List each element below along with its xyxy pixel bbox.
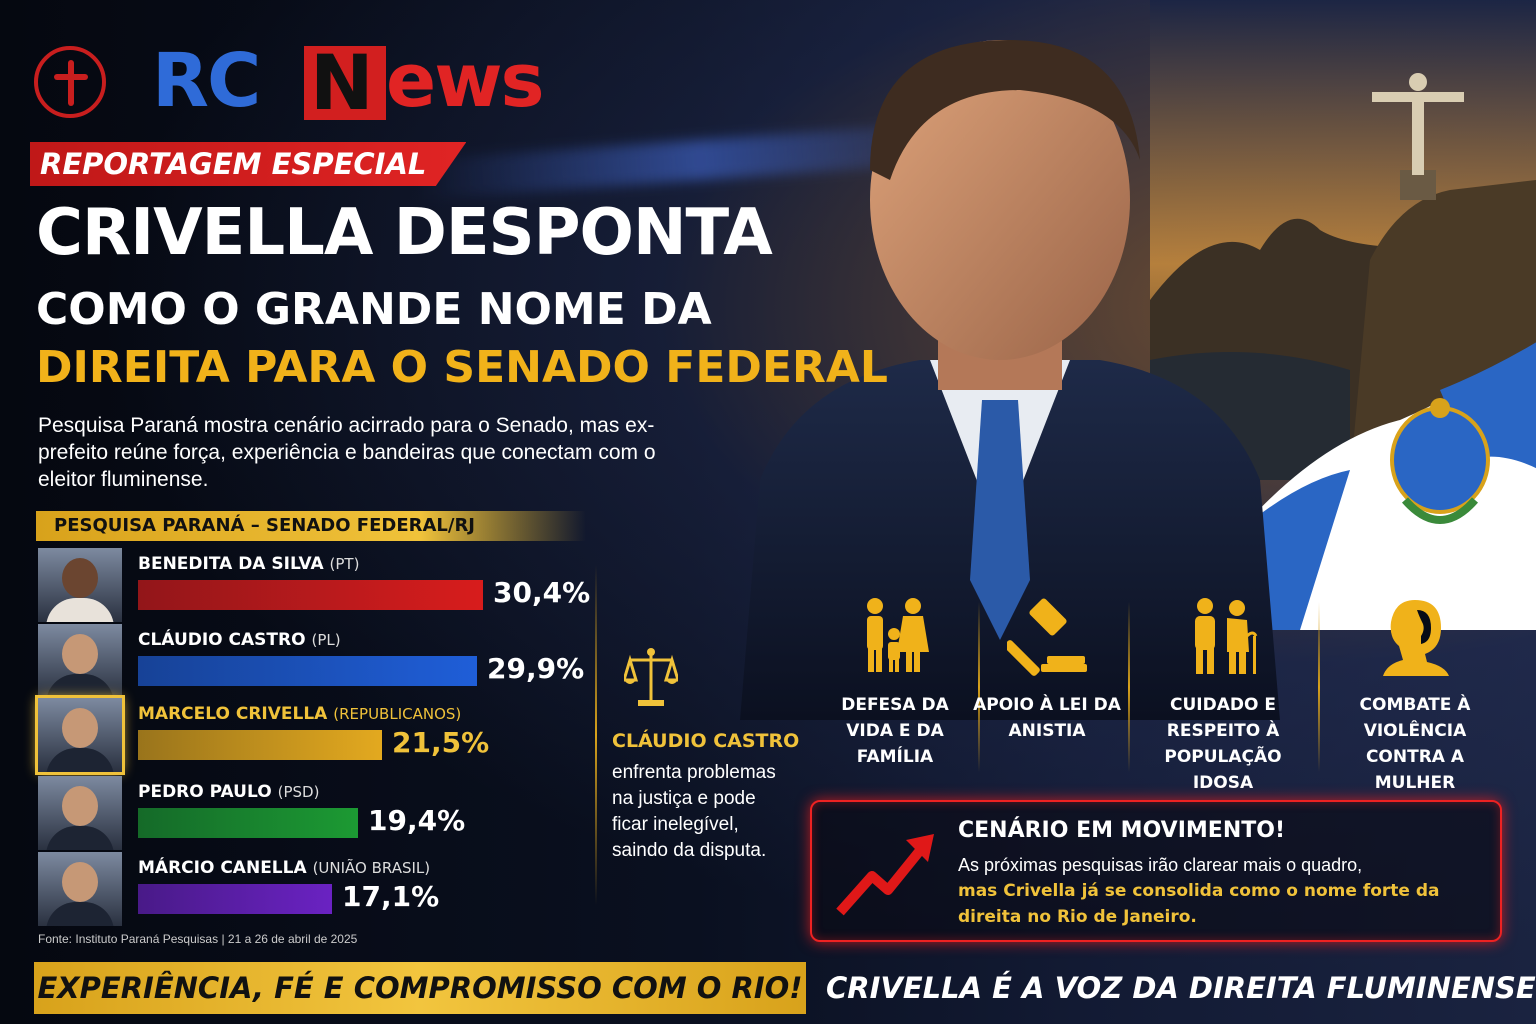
candidate-name: BENEDITA DA SILVA (PT) <box>138 554 359 574</box>
headline-line-2: COMO O GRANDE NOME DA <box>36 284 712 335</box>
cross-logo-icon <box>34 46 106 118</box>
rcnews-logo: RC N ews <box>34 38 594 128</box>
gavel-icon <box>1007 598 1087 676</box>
pillar-family: DEFESA DA VIDA E DA FAMÍLIA <box>820 596 970 776</box>
pillar-amnesty: APOIO À LEI DA ANISTIA <box>972 596 1122 776</box>
candidate-name-text: MÁRCIO CANELLA <box>138 858 307 878</box>
pillar-elderly: CUIDADO E RESPEITO À POPULAÇÃO IDOSA <box>1148 596 1298 793</box>
poll-bar <box>138 884 332 914</box>
pillar-label: COMBATE À VIOLÊNCIA CONTRA A MULHER <box>1359 695 1471 793</box>
poll-value-label: 19,4% <box>368 804 466 837</box>
candidate-photo <box>35 695 125 775</box>
special-report-tag: REPORTAGEM ESPECIAL <box>30 142 467 186</box>
poll-bar <box>138 656 477 686</box>
poll-row: PEDRO PAULO (PSD) 19,4% <box>38 776 598 852</box>
pillar-divider <box>1318 602 1320 772</box>
scenario-title: CENÁRIO EM MOVIMENTO! <box>958 818 1285 843</box>
candidate-name-text: CLÁUDIO CASTRO <box>138 630 306 650</box>
pillars: DEFESA DA VIDA E DA FAMÍLIA APOIO À LEI … <box>820 596 1510 793</box>
candidate-name-text: PEDRO PAULO <box>138 782 272 802</box>
poll-value-label: 30,4% <box>493 576 591 609</box>
poll-source: Fonte: Instituto Paraná Pesquisas | 21 a… <box>38 932 358 946</box>
rio-state-flag <box>1240 342 1536 630</box>
candidate-name: MÁRCIO CANELLA (UNIÃO BRASIL) <box>138 858 430 878</box>
candidate-name-text: BENEDITA DA SILVA <box>138 554 324 574</box>
rio-landscape <box>1150 0 1536 480</box>
poll-bar <box>138 730 382 760</box>
logo-n-box: N <box>304 38 386 127</box>
family-icon <box>867 598 929 672</box>
candidate-photo <box>38 852 122 926</box>
scenario-highlight: mas Crivella já se consolida como o nome… <box>958 881 1440 927</box>
scenario-body: As próximas pesquisas irão clarear mais … <box>958 855 1363 875</box>
candidate-party: (PL) <box>311 631 341 649</box>
candidate-name: CLÁUDIO CASTRO (PL) <box>138 630 341 650</box>
candidate-party: (UNIÃO BRASIL) <box>312 859 431 877</box>
scenario-box: CENÁRIO EM MOVIMENTO! As próximas pesqui… <box>810 800 1502 942</box>
headline-line-3: DIREITA PARA O SENADO FEDERAL <box>36 342 888 393</box>
poll-value-label: 29,9% <box>487 652 585 685</box>
poll-row: MÁRCIO CANELLA (UNIÃO BRASIL) 17,1% <box>38 852 598 928</box>
poll-value-label: 17,1% <box>342 880 440 913</box>
logo-ews: ews <box>386 38 545 124</box>
candidate-photo <box>38 548 122 622</box>
castro-note-body: enfrenta problemas na justiça e pode fic… <box>612 762 776 861</box>
footer-slogan-right: CRIVELLA É A VOZ DA DIREITA FLUMINENSE. <box>826 971 1536 1005</box>
candidate-name: PEDRO PAULO (PSD) <box>138 782 319 802</box>
pillar-label: APOIO À LEI DA ANISTIA <box>973 695 1121 741</box>
divider-line <box>595 565 597 905</box>
candidate-party: (PT) <box>329 555 360 573</box>
candidate-party: (PSD) <box>277 783 320 801</box>
candidate-name: MARCELO CRIVELLA (REPUBLICANOS) <box>138 704 461 724</box>
scale-of-justice-icon <box>624 648 678 706</box>
candidate-name-text: MARCELO CRIVELLA <box>138 704 328 724</box>
woman-profile-icon <box>1383 600 1449 676</box>
logo-rc: RC <box>152 38 261 124</box>
poll-bar <box>138 808 358 838</box>
castro-note-title: CLÁUDIO CASTRO <box>612 730 800 752</box>
subtitle: Pesquisa Paraná mostra cenário acirrado … <box>38 414 656 491</box>
headline-line-1: CRIVELLA DESPONTA <box>36 196 773 270</box>
poll-value-label: 21,5% <box>392 726 490 759</box>
poll-bar <box>138 580 483 610</box>
poll-header: PESQUISA PARANÁ – SENADO FEDERAL/RJ <box>36 511 586 541</box>
trend-up-arrow-icon <box>836 834 934 916</box>
poll-row: BENEDITA DA SILVA (PT) 30,4% <box>38 548 598 624</box>
candidate-photo <box>38 624 122 698</box>
poll-row: CLÁUDIO CASTRO (PL) 29,9% <box>38 624 598 700</box>
pillar-divider <box>978 602 980 772</box>
poll-row: MARCELO CRIVELLA (REPUBLICANOS) 21,5% <box>35 695 598 775</box>
pillar-label: CUIDADO E RESPEITO À POPULAÇÃO IDOSA <box>1164 695 1282 793</box>
candidate-party: (REPUBLICANOS) <box>333 705 462 723</box>
footer-slogan-left: EXPERIÊNCIA, FÉ E COMPROMISSO COM O RIO! <box>34 962 806 1014</box>
pillar-women: COMBATE À VIOLÊNCIA CONTRA A MULHER <box>1340 596 1490 793</box>
pillar-label: DEFESA DA VIDA E DA FAMÍLIA <box>841 695 949 767</box>
logo-n: N <box>310 38 374 127</box>
elderly-couple-icon <box>1195 598 1258 674</box>
candidate-photo <box>38 776 122 850</box>
pillar-divider <box>1128 602 1130 772</box>
